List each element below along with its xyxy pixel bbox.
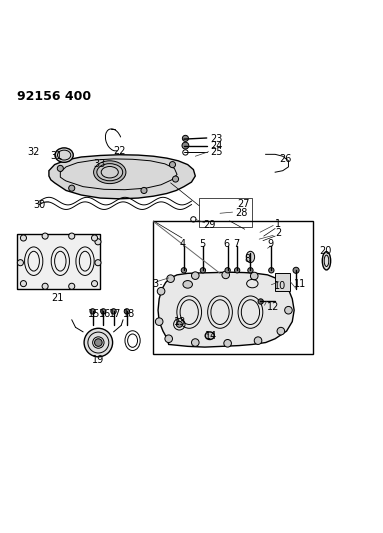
- Circle shape: [277, 327, 285, 335]
- Text: 2: 2: [275, 229, 282, 238]
- Text: 18: 18: [123, 309, 135, 319]
- Text: 19: 19: [92, 356, 104, 366]
- Ellipse shape: [84, 328, 113, 357]
- Ellipse shape: [322, 252, 331, 270]
- Circle shape: [293, 267, 299, 273]
- Circle shape: [124, 309, 129, 314]
- Text: 11: 11: [294, 279, 306, 288]
- Circle shape: [258, 299, 264, 304]
- Circle shape: [167, 275, 174, 282]
- Circle shape: [42, 233, 48, 239]
- Text: 4: 4: [179, 239, 185, 249]
- Text: 24: 24: [211, 141, 223, 151]
- Circle shape: [285, 306, 292, 314]
- Circle shape: [101, 309, 106, 314]
- Circle shape: [248, 268, 253, 273]
- Circle shape: [155, 318, 163, 326]
- Bar: [16, 234, 100, 289]
- Circle shape: [181, 268, 187, 273]
- Circle shape: [69, 233, 75, 239]
- Circle shape: [69, 283, 75, 289]
- PathPatch shape: [49, 155, 195, 199]
- Circle shape: [17, 260, 23, 266]
- Circle shape: [157, 287, 165, 295]
- Text: 20: 20: [319, 246, 331, 256]
- Circle shape: [95, 339, 102, 346]
- Text: 17: 17: [109, 309, 121, 319]
- Text: 29: 29: [203, 220, 215, 230]
- Bar: [154, 221, 313, 354]
- Text: 92156 400: 92156 400: [16, 90, 91, 103]
- Text: 26: 26: [279, 154, 291, 164]
- Text: 9: 9: [268, 239, 274, 249]
- Circle shape: [92, 280, 98, 287]
- Circle shape: [20, 235, 26, 241]
- Text: 13: 13: [173, 317, 186, 327]
- Circle shape: [222, 271, 229, 279]
- Text: 8: 8: [245, 254, 251, 264]
- Text: 21: 21: [51, 293, 63, 303]
- Text: 10: 10: [274, 280, 286, 290]
- Text: 25: 25: [211, 148, 223, 157]
- Circle shape: [111, 309, 116, 314]
- Ellipse shape: [183, 280, 192, 288]
- Circle shape: [57, 165, 63, 172]
- Text: 30: 30: [33, 199, 45, 209]
- Circle shape: [95, 260, 101, 266]
- Circle shape: [141, 188, 147, 193]
- Circle shape: [169, 161, 175, 168]
- Circle shape: [176, 321, 182, 327]
- Circle shape: [224, 340, 231, 347]
- Circle shape: [192, 339, 199, 346]
- Text: 22: 22: [113, 146, 126, 156]
- Circle shape: [95, 239, 101, 245]
- Circle shape: [90, 309, 95, 314]
- Circle shape: [182, 135, 188, 141]
- Text: 1: 1: [275, 219, 281, 229]
- Circle shape: [234, 268, 240, 273]
- Circle shape: [254, 337, 262, 344]
- Text: 5: 5: [199, 239, 205, 249]
- Circle shape: [225, 268, 230, 273]
- Circle shape: [277, 278, 285, 286]
- Circle shape: [192, 272, 199, 279]
- Text: 15: 15: [88, 309, 100, 319]
- Text: 7: 7: [233, 239, 240, 249]
- Text: 32: 32: [27, 147, 39, 157]
- Text: 28: 28: [236, 208, 248, 219]
- Circle shape: [200, 268, 206, 273]
- Circle shape: [172, 176, 178, 182]
- Text: 16: 16: [99, 309, 111, 319]
- Ellipse shape: [205, 332, 214, 340]
- Bar: [275, 273, 290, 291]
- Circle shape: [182, 142, 189, 149]
- PathPatch shape: [158, 272, 294, 347]
- Ellipse shape: [93, 161, 126, 183]
- Circle shape: [42, 283, 48, 289]
- Text: 33: 33: [93, 159, 106, 169]
- Text: 6: 6: [223, 239, 229, 249]
- Ellipse shape: [55, 148, 73, 163]
- Circle shape: [250, 272, 258, 280]
- Circle shape: [165, 335, 172, 343]
- Ellipse shape: [246, 251, 255, 263]
- Bar: [199, 198, 252, 227]
- Text: 23: 23: [211, 134, 223, 144]
- Text: 12: 12: [267, 302, 279, 312]
- Circle shape: [20, 280, 26, 287]
- Bar: [16, 234, 100, 289]
- Circle shape: [269, 268, 274, 273]
- Ellipse shape: [97, 164, 123, 181]
- Text: 14: 14: [205, 330, 217, 341]
- Text: 3: 3: [153, 279, 159, 288]
- Circle shape: [69, 185, 75, 191]
- Circle shape: [92, 235, 98, 241]
- Ellipse shape: [101, 166, 118, 178]
- Text: 31: 31: [50, 151, 62, 161]
- Text: 27: 27: [237, 199, 250, 209]
